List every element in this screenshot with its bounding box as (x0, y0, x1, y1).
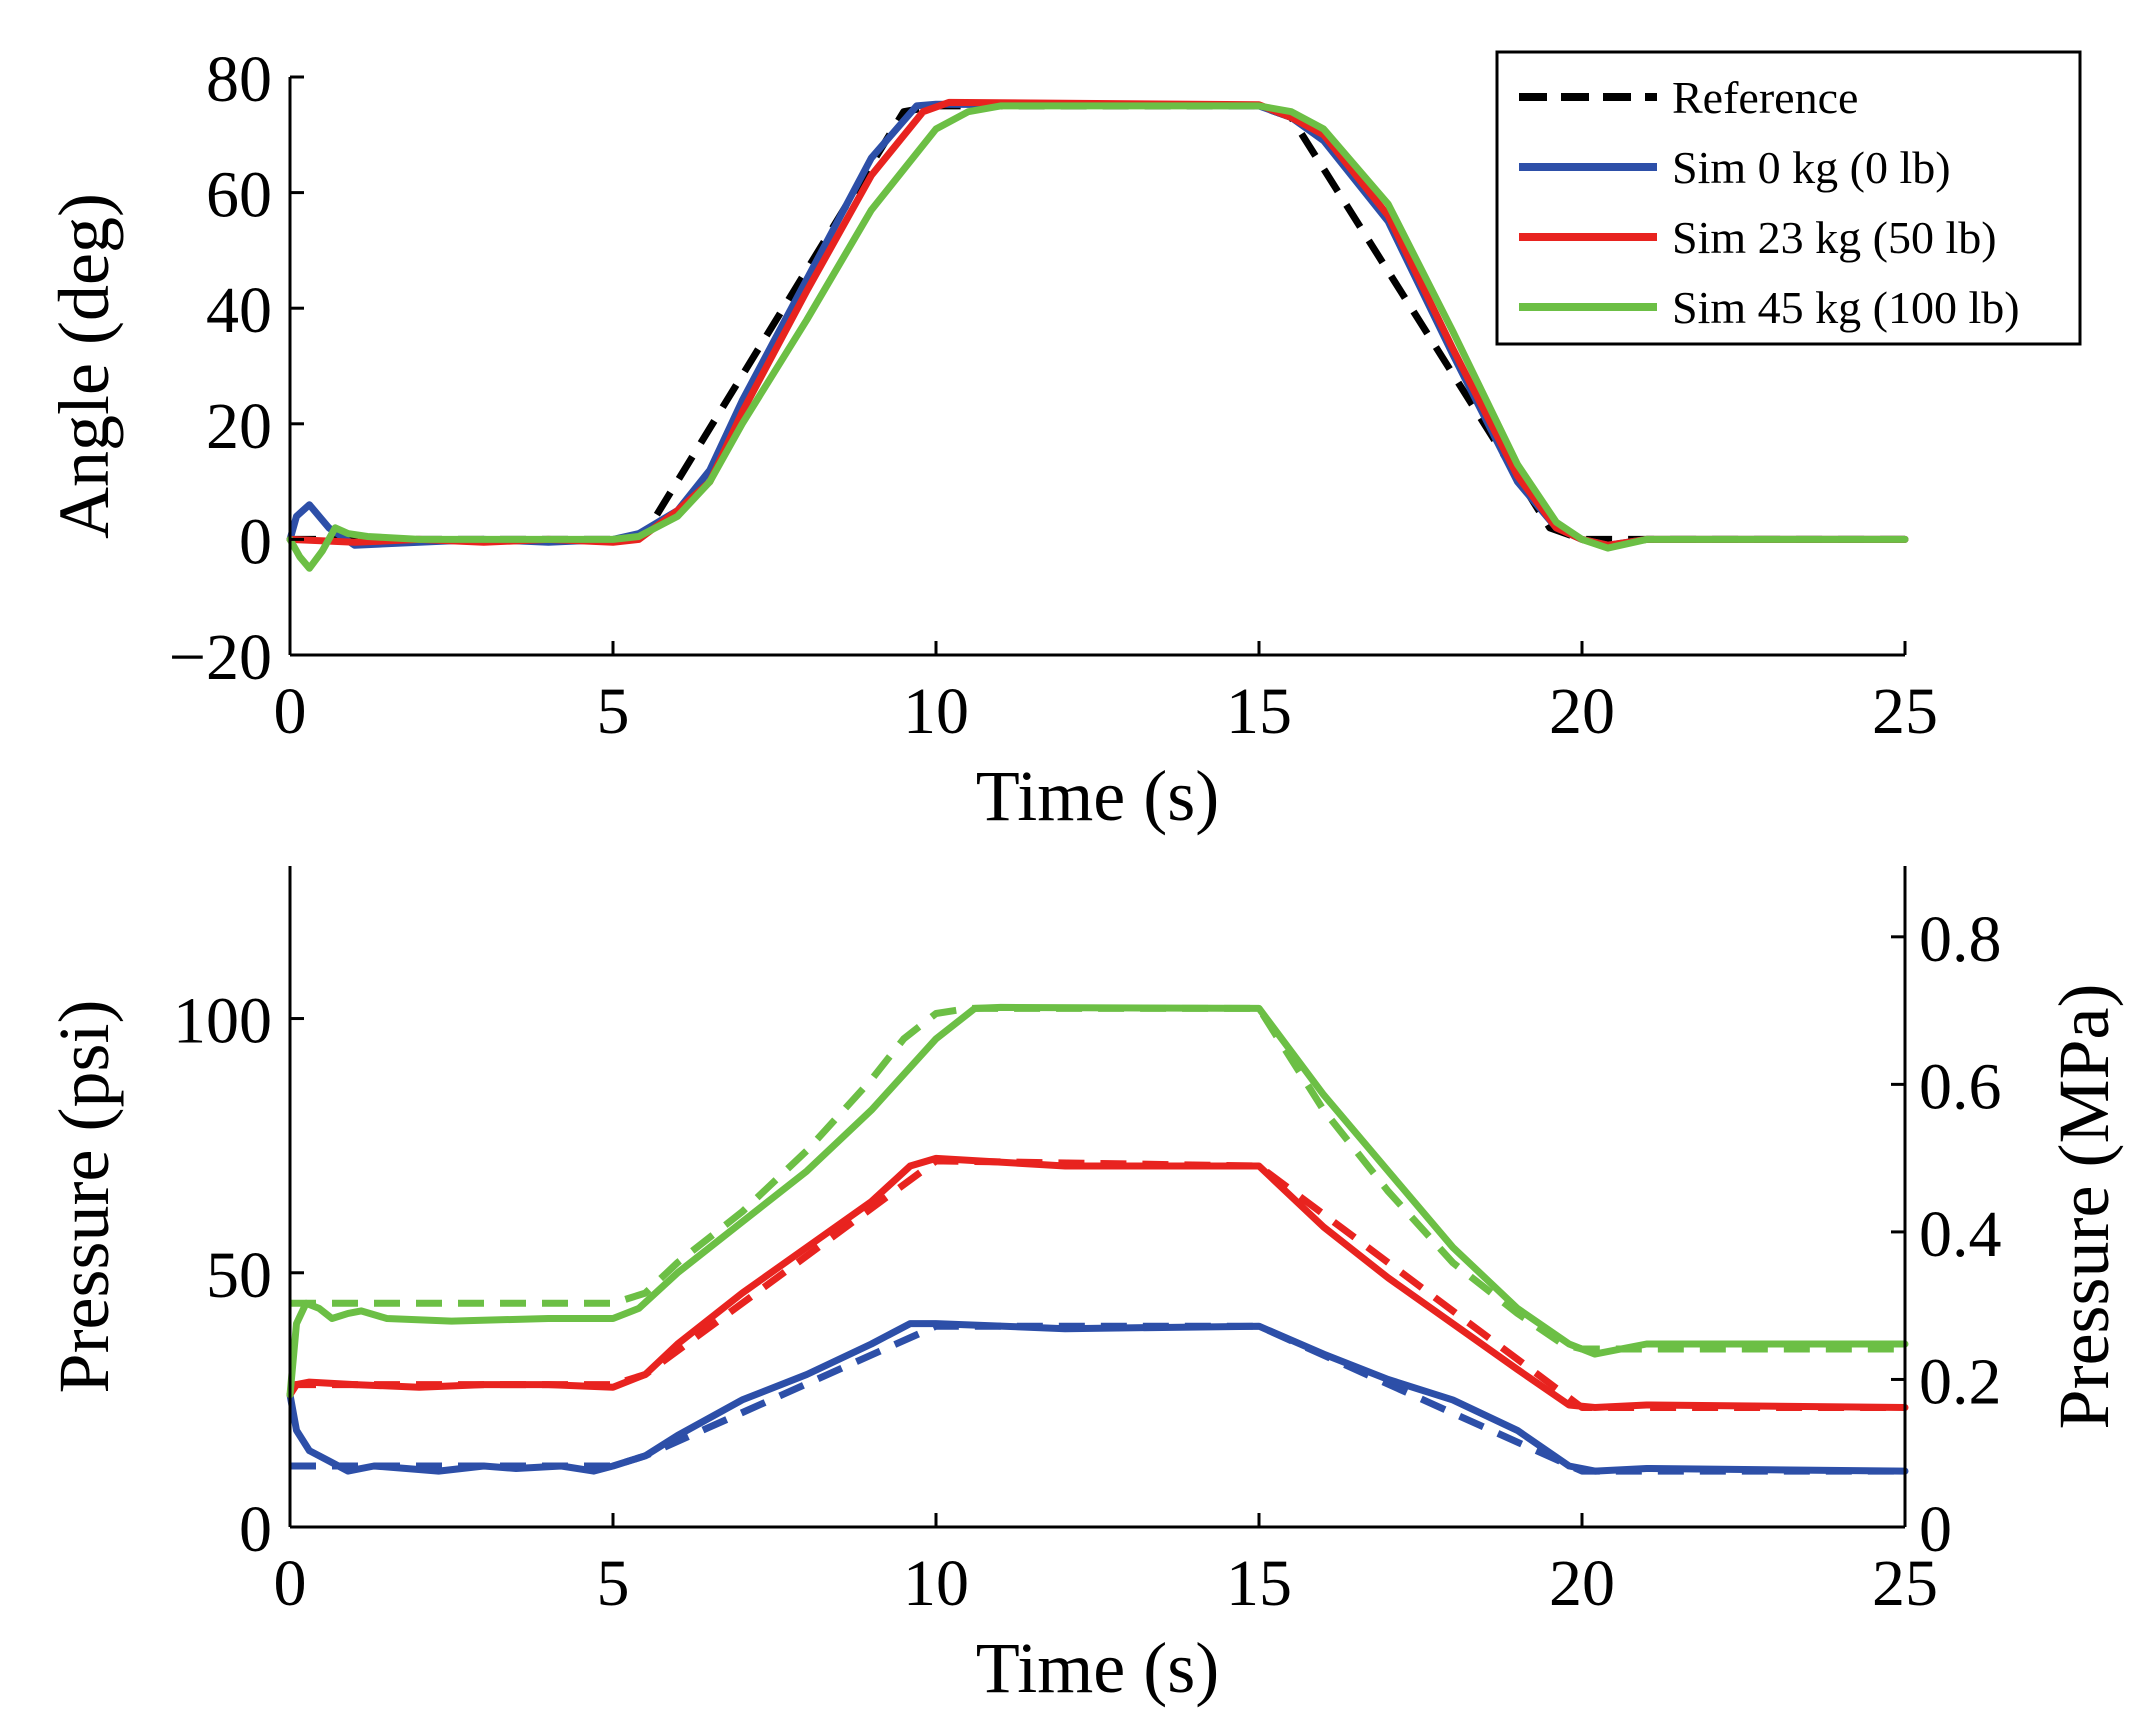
pressure-y-axis-label-left: Pressure (psi) (44, 1000, 124, 1394)
pressure-y-right-tick-label: 0.4 (1919, 1198, 2002, 1271)
angle-series-group (286, 98, 1909, 572)
angle-y-tick-label: −20 (169, 621, 272, 694)
angle-x-tick-label: 0 (274, 675, 307, 748)
angle-y-axis-label: Angle (deg) (44, 193, 124, 539)
angle-x-tick-label: 15 (1226, 675, 1292, 748)
legend-label-sim-0-kg-0-lb: Sim 0 kg (0 lb) (1672, 142, 1951, 193)
pressure-series-group (286, 1003, 1909, 1475)
angle-x-tick-label: 5 (597, 675, 630, 748)
angle-y-tick-label: 20 (206, 390, 272, 463)
pressure-series-sim-0-kg-0-lb (286, 1320, 1909, 1475)
legend-label-reference: Reference (1672, 72, 1858, 123)
pressure-y-tick-label: 0 (239, 1493, 272, 1566)
pressure-y-right-tick-label: 0.6 (1919, 1050, 2002, 1123)
angle-y-tick-label: 80 (206, 43, 272, 116)
angle-x-tick-label: 10 (903, 675, 969, 748)
pressure-y-right-tick-label: 0 (1919, 1493, 1952, 1566)
angle-y-tick-label: 0 (239, 505, 272, 578)
pressure-x-tick-label: 5 (597, 1547, 630, 1620)
legend-label-sim-45-kg-100-lb: Sim 45 kg (100 lb) (1672, 282, 2020, 333)
pressure-series-sim-23-kg-50-lb (286, 1154, 1909, 1411)
angle-axes (288, 75, 1907, 657)
pressure-x-tick-label: 20 (1549, 1547, 1615, 1620)
pressure-series-reference-45-kg (290, 1004, 1905, 1353)
angle-x-axis-label: Time (s) (976, 756, 1219, 836)
pressure-x-tick-label: 10 (903, 1547, 969, 1620)
angle-y-tick-label: 40 (206, 274, 272, 347)
legend-box (1495, 50, 2082, 346)
pressure-x-tick-label: 0 (274, 1547, 307, 1620)
angle-y-tick-label: 60 (206, 159, 272, 232)
pressure-y-right-tick-label: 0.2 (1919, 1345, 2002, 1418)
pressure-y-tick-label: 100 (173, 985, 272, 1058)
pressure-x-tick-label: 25 (1872, 1547, 1938, 1620)
angle-x-tick-label: 20 (1549, 675, 1615, 748)
pressure-y-right-tick-label: 0.8 (1919, 903, 2002, 976)
angle-x-tick-label: 25 (1872, 675, 1938, 748)
legend: Reference Sim 0 kg (0 lb) Sim 23 kg (50 lb… (1495, 50, 2082, 346)
pressure-series-sim-45-kg-100-lb (286, 1003, 1909, 1399)
pressure-y-axis-label-right: Pressure (MPa) (2044, 984, 2124, 1430)
pressure-series-reference-23-kg (290, 1157, 1905, 1411)
pressure-axes (288, 866, 1907, 1529)
pressure-x-tick-label: 15 (1226, 1547, 1292, 1620)
pressure-y-tick-label: 50 (206, 1239, 272, 1312)
angle-series-sim-45-kg-100-lb (286, 102, 1909, 572)
pressure-x-axis-label: Time (s) (976, 1628, 1219, 1708)
legend-label-sim-23-kg-50-lb: Sim 23 kg (50 lb) (1672, 212, 1997, 263)
